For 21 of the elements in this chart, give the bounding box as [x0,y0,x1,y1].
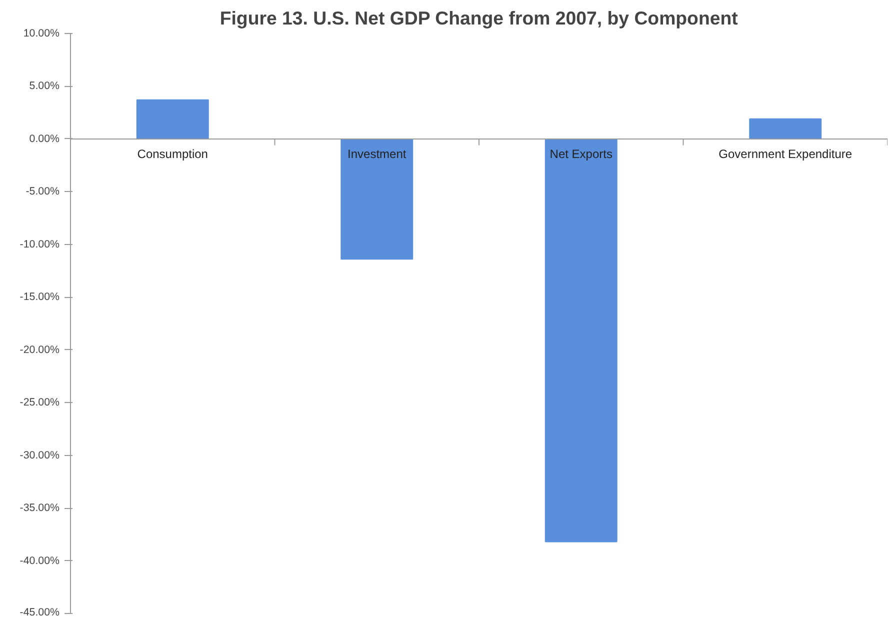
y-tick-label: -40.00% [20,554,60,567]
y-tick-label: -25.00% [20,396,60,409]
bar [749,118,822,140]
y-tick-label: -35.00% [20,502,60,514]
y-tick-label: 10.00% [23,28,60,40]
y-tick-label: -10.00% [20,238,60,250]
y-tick-label: -20.00% [20,344,60,356]
y-tick-label: -45.00% [20,606,60,618]
bar [136,99,209,140]
x-tick-label: Government Expenditure [718,146,852,161]
y-tick-label: 0.00% [29,132,60,145]
y-tick-label: -30.00% [20,449,60,462]
y-tick-label: 5.00% [29,80,60,92]
y-tick-label: -15.00% [20,291,60,304]
x-tick-label: Net Exports [550,146,612,161]
y-tick-label: -5.00% [26,186,60,198]
bar [340,138,414,260]
chart-title: Figure 13. U.S. Net GDP Change from 2007, by Component [220,8,738,28]
bar [544,138,618,542]
x-tick-label: Consumption [137,146,208,161]
x-tick-label: Investment [348,146,407,161]
